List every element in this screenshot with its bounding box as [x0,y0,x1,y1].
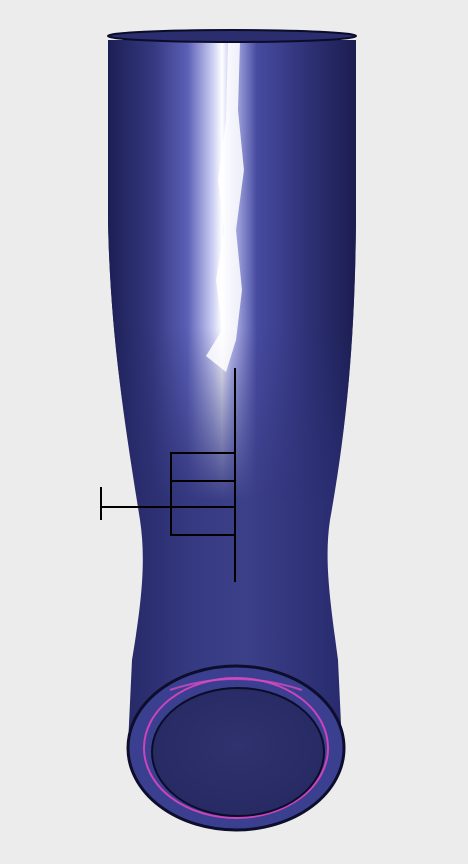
bottom-bore [151,687,325,817]
bore-top-edge-highlight [169,678,303,691]
marker-box [170,452,236,536]
top-rim [107,29,357,43]
dimension-markers [100,368,236,582]
specular-streak [206,42,244,372]
tube-body-highlight [108,40,356,745]
